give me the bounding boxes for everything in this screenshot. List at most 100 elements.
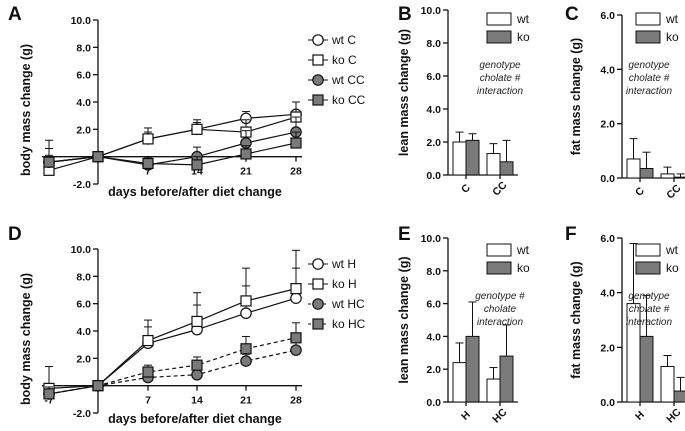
panel-label-D: D [8,224,22,245]
x-tick-label: 21 [240,166,252,178]
y-tick-label: 8.0 [76,271,91,283]
x-tick-label: HC [664,406,684,426]
data-point [290,283,302,295]
y-tick-label: 6.0 [426,71,441,83]
legend-label: wt C [331,33,356,47]
annotation-line: genotype [479,60,521,71]
y-tick-label: 2.0 [600,342,615,354]
legend-label: ko CC [332,93,366,107]
x-tick-label: CC [664,182,684,202]
legend-swatch [635,261,661,275]
bar-ko-C [465,139,480,176]
x-tick-label: H [633,409,647,423]
legend-swatch [486,30,512,44]
y-tick-label: -2.0 [73,408,91,420]
legend-swatch [635,12,661,26]
y-tick-label: 2.0 [76,353,91,365]
x-tick-label: H [459,409,473,423]
data-point [240,355,252,367]
y-tick-label: 4.0 [600,64,615,76]
legend-label: wt [516,12,530,26]
legend-swatch [635,30,661,44]
bar-wt-HC [660,365,675,403]
annotation-line: cholate [484,304,517,315]
series-line-ko-C [48,116,297,171]
annotation-line: cholate # [629,73,670,84]
y-tick-label: 4.0 [600,288,615,300]
y-tick-label: 2.0 [426,364,441,376]
data-point [191,368,203,381]
data-point [92,380,104,392]
y-axis-label: fat mass change (g) [569,38,583,155]
bar-ko-H [639,335,654,403]
legend-label: wt CC [331,73,365,87]
legend-label: ko C [332,53,357,67]
y-tick-label: 6.0 [76,299,91,311]
y-axis-label: body mass change (g) [19,44,33,176]
legend-label: ko [666,30,679,44]
data-point [240,343,252,355]
bar-ko-CC [499,161,514,176]
y-tick-label: 4.0 [76,97,91,109]
annotation-line: genotype [628,291,670,302]
y-tick-label: 10.0 [421,233,442,245]
y-tick-label: 6.0 [426,299,441,311]
y-tick-label: 2.0 [426,137,441,149]
legend-label: ko [517,30,530,44]
legend-swatch [486,12,512,26]
x-tick-label: C [633,185,647,199]
y-tick-label: 4.0 [426,104,441,116]
annotation-line: interaction [477,86,524,97]
data-point [191,315,203,328]
y-tick-label: 10.0 [71,244,92,256]
legend-marker [312,94,324,106]
x-tick-label: 28 [290,395,302,407]
series-line-wt-H [48,297,297,395]
panel-label-F: F [565,224,577,245]
annotation-line: cholate # [480,73,521,84]
x-tick-label: 7 [145,395,151,407]
data-point [240,295,252,307]
legend-label: wt H [331,257,356,271]
data-point [290,344,302,356]
panel-label-C: C [565,4,579,25]
legend-swatch [486,261,512,275]
series-line-ko-H [48,288,297,389]
x-tick-label: 7 [145,166,151,178]
data-point [290,137,302,149]
x-tick-label: CC [490,179,510,199]
x-tick-label: -7 [44,395,53,407]
annotation-line: genotype # [475,291,525,302]
data-point [290,332,302,344]
y-tick-label: 8.0 [76,42,91,54]
y-tick-label: 4.0 [426,331,441,343]
series-line-ko-CC [48,142,297,166]
bar-ko-C [639,167,654,179]
bar-wt-H [452,362,467,403]
data-point [142,157,154,170]
panel-label-B: B [398,4,412,25]
legend-label: wt [665,243,679,257]
x-tick-label: 28 [290,166,302,178]
y-tick-label: 8.0 [426,266,441,278]
series-line-ko-HC [48,337,297,395]
data-point [142,366,154,378]
data-point [92,151,104,163]
bar-wt-C [452,141,467,176]
legend-label: wt [516,243,530,257]
y-axis-label: lean mass change (g) [397,256,411,383]
y-tick-label: 0.0 [426,397,441,409]
y-tick-label: 6.0 [600,233,615,245]
y-tick-label: 0.0 [600,397,615,409]
data-point [191,123,203,135]
data-point [142,133,154,145]
bar-ko-HC [499,355,514,403]
y-tick-label: -2.0 [73,179,91,191]
data-point [240,148,252,160]
legend-marker [312,298,324,310]
x-tick-label: 14 [191,395,203,407]
data-point [43,156,55,168]
x-tick-label: C [459,182,473,196]
legend-label: ko [666,261,679,275]
